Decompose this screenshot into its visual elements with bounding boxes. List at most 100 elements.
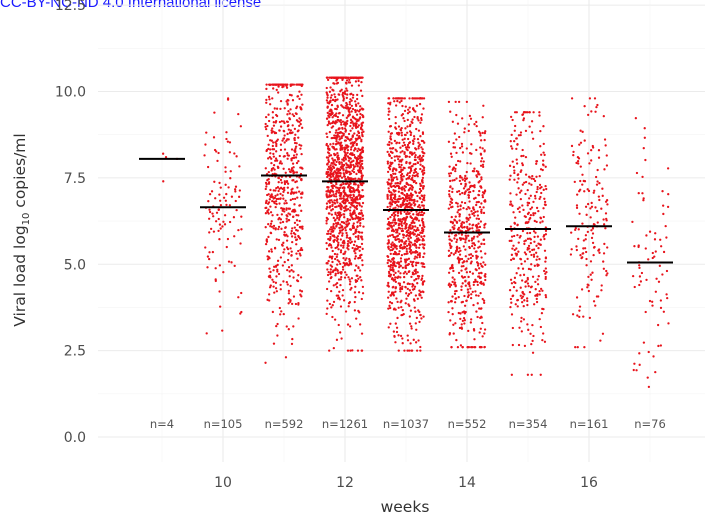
data-point bbox=[330, 289, 333, 293]
data-point bbox=[336, 115, 340, 119]
data-point bbox=[457, 296, 460, 299]
data-point bbox=[604, 144, 607, 147]
data-point bbox=[543, 153, 546, 157]
data-point bbox=[407, 257, 411, 260]
data-point bbox=[271, 214, 274, 217]
data-point bbox=[414, 191, 418, 194]
data-point bbox=[276, 322, 279, 326]
data-point bbox=[290, 232, 293, 235]
data-point bbox=[479, 153, 483, 156]
data-point bbox=[337, 272, 340, 275]
n-count-label: n=592 bbox=[265, 417, 304, 431]
data-point bbox=[408, 166, 411, 169]
data-point bbox=[338, 218, 341, 221]
data-point bbox=[334, 222, 338, 225]
data-point bbox=[233, 188, 237, 191]
data-point bbox=[452, 269, 455, 273]
data-point bbox=[544, 233, 548, 236]
data-point bbox=[466, 346, 469, 349]
data-point bbox=[461, 282, 464, 285]
data-point bbox=[579, 165, 582, 168]
data-point bbox=[535, 297, 538, 301]
data-point bbox=[295, 252, 298, 255]
data-point bbox=[350, 104, 354, 108]
data-point bbox=[524, 215, 527, 219]
data-point bbox=[645, 234, 648, 237]
data-point bbox=[387, 97, 391, 100]
data-point bbox=[469, 321, 472, 324]
data-point bbox=[342, 99, 345, 102]
data-point bbox=[481, 335, 484, 338]
data-point bbox=[285, 239, 289, 242]
data-point bbox=[296, 83, 299, 86]
data-point bbox=[447, 271, 451, 274]
data-point bbox=[284, 171, 287, 174]
data-point bbox=[277, 197, 280, 201]
data-point bbox=[467, 329, 470, 333]
data-point bbox=[387, 182, 390, 185]
data-point bbox=[530, 131, 534, 134]
data-point bbox=[345, 220, 348, 223]
data-point bbox=[468, 246, 471, 250]
data-point bbox=[411, 97, 414, 100]
data-point bbox=[269, 139, 272, 142]
data-point bbox=[299, 166, 302, 169]
data-point bbox=[418, 187, 422, 191]
data-point bbox=[208, 231, 211, 234]
data-point bbox=[398, 282, 402, 285]
data-point bbox=[573, 180, 576, 184]
data-point bbox=[164, 155, 168, 159]
data-point bbox=[453, 178, 456, 182]
data-point bbox=[412, 135, 416, 138]
data-point bbox=[449, 110, 452, 113]
data-point bbox=[595, 209, 599, 213]
data-point bbox=[328, 76, 331, 79]
data-point bbox=[332, 284, 335, 287]
data-point bbox=[326, 299, 329, 302]
data-point bbox=[417, 141, 420, 144]
data-point bbox=[339, 230, 342, 234]
data-point bbox=[520, 262, 523, 266]
data-point bbox=[336, 263, 339, 266]
data-point bbox=[269, 270, 272, 274]
data-point bbox=[403, 349, 406, 352]
data-point bbox=[359, 170, 362, 173]
data-point bbox=[652, 355, 655, 358]
data-point bbox=[332, 300, 336, 304]
data-point bbox=[295, 238, 299, 241]
data-point bbox=[531, 275, 535, 278]
data-point bbox=[662, 204, 665, 207]
data-point bbox=[279, 178, 283, 182]
data-point bbox=[542, 164, 545, 167]
data-point bbox=[421, 280, 425, 284]
data-point bbox=[342, 182, 345, 186]
data-point bbox=[271, 310, 275, 314]
data-point bbox=[328, 212, 331, 215]
data-point bbox=[355, 264, 358, 267]
data-point bbox=[414, 225, 417, 228]
data-point bbox=[531, 137, 535, 140]
data-point bbox=[335, 198, 339, 201]
data-point bbox=[291, 156, 294, 160]
data-point bbox=[335, 246, 339, 249]
data-point bbox=[339, 171, 342, 175]
data-point bbox=[389, 215, 392, 219]
data-point bbox=[291, 124, 294, 127]
data-point bbox=[328, 90, 332, 93]
data-point bbox=[578, 315, 581, 319]
data-point bbox=[395, 247, 398, 250]
data-point bbox=[398, 195, 401, 198]
data-point bbox=[344, 198, 347, 202]
data-point bbox=[354, 177, 357, 180]
data-point bbox=[240, 215, 243, 218]
data-point bbox=[354, 235, 358, 238]
data-point bbox=[542, 159, 545, 162]
data-point bbox=[214, 278, 217, 281]
data-point bbox=[479, 134, 482, 137]
data-point bbox=[333, 134, 336, 137]
data-point bbox=[221, 225, 224, 228]
data-point bbox=[361, 133, 364, 137]
data-point bbox=[416, 156, 419, 159]
data-point bbox=[516, 299, 519, 302]
data-point bbox=[348, 201, 351, 205]
